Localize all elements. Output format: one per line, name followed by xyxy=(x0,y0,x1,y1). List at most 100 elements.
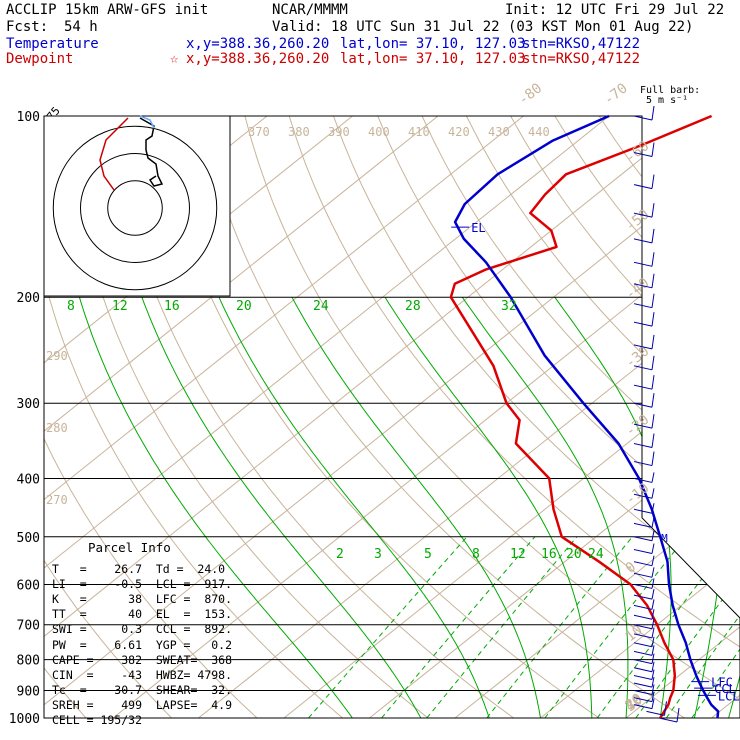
wind-barb-staff xyxy=(633,344,653,350)
theta-label: 400 xyxy=(368,125,390,139)
wind-barb-flag xyxy=(651,555,655,566)
level-marker-lfc: LFC xyxy=(711,676,733,690)
valid-time: Valid: 18 UTC Sun 31 Jul 22 (03 KST Mon … xyxy=(272,19,694,35)
pressure-tick-label: 200 xyxy=(17,291,40,306)
wind-barb-staff xyxy=(633,572,653,578)
wind-barb xyxy=(633,334,655,350)
moist-adiabat-label: 24 xyxy=(313,299,329,314)
isotherm-label: -50 xyxy=(623,207,653,235)
parcel-info-row: CELL = 195/32 xyxy=(52,713,143,727)
hodograph-top-trace xyxy=(139,115,155,129)
mixing-ratio-label: 12 xyxy=(510,547,526,562)
wind-barb-flag xyxy=(651,105,655,121)
wind-barb-flag xyxy=(651,589,655,600)
theta-label: 290 xyxy=(46,349,68,363)
wind-barb xyxy=(633,618,655,630)
wind-barb-flag xyxy=(676,707,680,723)
isotherm-line xyxy=(0,116,11,718)
wind-barb-flag xyxy=(664,701,667,716)
wind-barb xyxy=(633,636,655,648)
mixing-ratio-line xyxy=(381,536,536,718)
wind-barb-flag xyxy=(651,273,655,288)
moist-adiabat-line xyxy=(461,296,629,718)
wind-barb xyxy=(633,669,655,680)
isobars xyxy=(43,115,740,719)
parcel-info-row: SWI = 0.3 CCL = 892. xyxy=(52,622,233,637)
isotherm-line xyxy=(711,116,740,718)
dry-adiabat-line xyxy=(244,116,740,718)
parcel-info-row: T = 26.7 Td = 24.0 xyxy=(52,562,226,576)
wind-barb-staff xyxy=(633,594,653,600)
wind-barb xyxy=(633,684,655,695)
theta-label: 390 xyxy=(328,125,350,139)
wind-barb-staff xyxy=(633,384,653,390)
mixing-ratio-line xyxy=(665,536,740,718)
init-time: Init: 12 UTC Fri 29 Jul 22 xyxy=(505,2,725,18)
wind-barb-staff xyxy=(633,423,653,429)
sounding-profiles xyxy=(449,114,720,719)
wind-barb-staff xyxy=(633,522,653,528)
wind-barb xyxy=(633,451,655,467)
parcel-info-row: SREH = 499 LAPSE= 4.9 xyxy=(52,697,233,712)
isotherm-label: -10 xyxy=(623,480,653,508)
wind-barb-staff xyxy=(633,604,653,610)
wind-barb-staff xyxy=(633,667,653,673)
pressure-tick-label: 100 xyxy=(17,110,40,125)
wind-barb-flag xyxy=(651,375,655,390)
theta-label: 430 xyxy=(488,125,510,139)
dry-adiabat-line xyxy=(44,116,99,718)
center-name: NCAR/MMMM xyxy=(272,2,348,18)
wind-barb-staff xyxy=(633,675,653,680)
wind-barb-staff xyxy=(633,477,653,483)
wind-barb-staff xyxy=(633,633,653,639)
wind-barb-staff xyxy=(633,583,653,589)
mixing-ratio-line xyxy=(308,536,468,718)
moist-adiabat-line xyxy=(728,297,740,718)
wind-barb-staff xyxy=(633,303,653,309)
wind-barb xyxy=(633,355,655,371)
isotherm-line xyxy=(198,116,740,718)
wind-barb xyxy=(633,203,655,218)
wind-barb-staff xyxy=(633,549,653,555)
parcel-info-row: PW = 6.61 YGP = 0.2 xyxy=(52,637,233,652)
wind-barb-flag xyxy=(651,228,655,243)
parcel-info-row: K = 38 LFC = 870. xyxy=(52,592,233,607)
wind-barb-flag xyxy=(651,684,655,695)
barb-legend-units: 5 m s⁻¹ xyxy=(646,95,689,106)
dry-adiabat-line xyxy=(377,116,740,718)
wind-barb-staff xyxy=(646,710,665,716)
wind-barb-staff xyxy=(633,650,653,656)
hodograph-ring xyxy=(107,180,163,236)
isotherm-line xyxy=(540,116,740,718)
wind-barb xyxy=(633,555,655,567)
wind-barb xyxy=(633,517,655,528)
isotherm-line xyxy=(283,116,740,718)
hodograph-frame xyxy=(43,115,231,297)
pressure-tick-label: 1000 xyxy=(9,712,40,727)
mixing-ratio-label: 20 xyxy=(566,547,582,562)
dewpoint-legend: Dewpoint xyxy=(6,51,74,67)
isotherm-line xyxy=(44,116,524,718)
wind-barb xyxy=(633,627,655,639)
wind-barb xyxy=(633,578,655,589)
mixing-ratio-line xyxy=(544,536,687,718)
level-marker-ccl: CCL xyxy=(714,682,736,696)
wind-barb-flag xyxy=(651,609,655,620)
moist-adiabat-label: 8 xyxy=(67,299,75,314)
dry-adiabat-line xyxy=(421,116,740,718)
wind-barb-flag xyxy=(651,627,655,639)
wind-barb xyxy=(633,567,655,578)
dry-adiabat-line xyxy=(687,116,740,718)
wind-barb-staff xyxy=(633,283,653,289)
plot-frame xyxy=(43,115,740,719)
wind-barb-staff xyxy=(633,689,653,695)
wind-barb xyxy=(633,691,655,703)
dewpoint-latlon: lat,lon= 37.10, 127.03 xyxy=(340,51,526,67)
wind-barb-flag xyxy=(651,661,655,672)
dry-adiabat-line xyxy=(155,116,619,718)
wind-barb-flag xyxy=(651,203,655,218)
parcel-info-row: LI = -0.5 LCL = 917. xyxy=(52,577,233,592)
moist-adiabat-label: 28 xyxy=(405,299,421,314)
hodograph-trace xyxy=(139,117,164,187)
